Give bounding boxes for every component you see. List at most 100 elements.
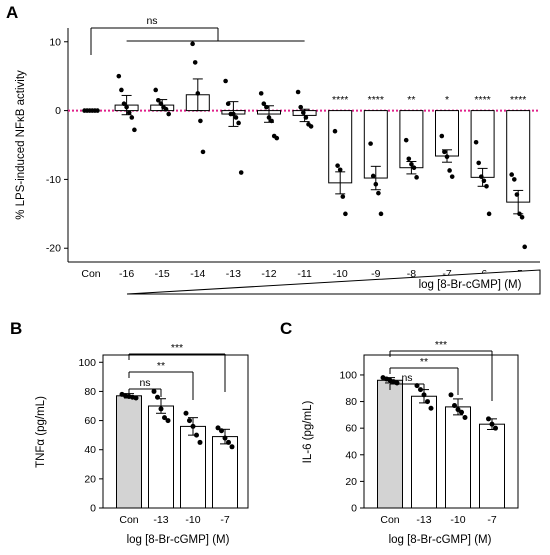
data-point xyxy=(481,178,487,184)
y-tick-label: 80 xyxy=(345,396,357,408)
significance-stars: **** xyxy=(474,94,490,106)
x-axis-title: log [8-Br-cGMP] (M) xyxy=(419,279,522,291)
significance-stars: * xyxy=(445,94,449,106)
y-tick-label: 40 xyxy=(345,449,357,461)
data-point xyxy=(226,439,231,445)
data-point xyxy=(303,115,309,120)
bar xyxy=(148,405,174,509)
bar xyxy=(180,425,206,509)
data-point xyxy=(493,425,498,431)
data-point xyxy=(519,214,525,220)
data-point xyxy=(132,127,137,133)
x-tick-label: -12 xyxy=(261,268,276,280)
data-point xyxy=(394,380,400,386)
data-point xyxy=(337,167,343,173)
data-point xyxy=(194,432,199,438)
x-tick-label: -10 xyxy=(450,514,465,526)
data-point xyxy=(301,110,306,115)
data-point xyxy=(517,211,522,217)
x-tick-label: -10 xyxy=(333,268,348,280)
data-point xyxy=(129,115,135,120)
data-point xyxy=(215,425,221,431)
data-point xyxy=(459,409,464,415)
data-point xyxy=(484,183,489,189)
data-point xyxy=(133,395,139,401)
data-point xyxy=(261,101,267,107)
significance-stars: **** xyxy=(332,94,348,106)
data-point xyxy=(187,418,192,424)
data-point xyxy=(192,60,198,65)
data-point xyxy=(222,435,228,441)
y-axis-title: % LPS-induced NFκB activity xyxy=(15,70,27,220)
data-point xyxy=(223,78,228,84)
data-point xyxy=(442,149,447,155)
panel-letter-b: B xyxy=(10,319,22,338)
data-point xyxy=(509,172,514,177)
data-point xyxy=(514,192,520,197)
data-point xyxy=(119,87,124,93)
x-tick-label: -13 xyxy=(226,268,241,280)
data-point xyxy=(197,439,203,445)
significance-stars: ** xyxy=(407,94,415,106)
data-point xyxy=(373,181,379,187)
data-point xyxy=(411,165,417,171)
x-tick-label: -16 xyxy=(119,268,134,280)
panel-letter-c: C xyxy=(280,319,292,338)
data-point xyxy=(444,154,450,159)
data-point xyxy=(340,194,346,199)
x-axis-title: log [8-Br-cGMP] (M) xyxy=(127,534,230,546)
data-point xyxy=(335,163,340,168)
x-tick-label: -14 xyxy=(190,268,205,280)
x-tick-label: -10 xyxy=(185,514,200,526)
sig-bracket-label: ** xyxy=(157,360,165,372)
y-tick-label: 20 xyxy=(84,473,96,485)
data-point xyxy=(447,168,452,173)
data-point xyxy=(449,174,455,179)
x-tick-label: -8 xyxy=(407,268,416,280)
data-point xyxy=(219,428,224,434)
y-tick-label: 10 xyxy=(49,36,61,48)
y-tick-label: 20 xyxy=(345,476,357,488)
data-point xyxy=(231,111,236,117)
data-point xyxy=(163,106,169,112)
data-point xyxy=(229,444,235,450)
panel-letter-a: A xyxy=(6,3,18,22)
data-point xyxy=(121,101,127,107)
data-point xyxy=(162,415,167,421)
data-point xyxy=(151,388,157,394)
data-point xyxy=(155,394,160,400)
sig-bracket-label: ns xyxy=(139,377,150,389)
concentration-wedge xyxy=(126,269,541,295)
y-tick-label: 60 xyxy=(84,415,96,427)
data-point xyxy=(428,405,434,411)
data-point xyxy=(378,211,384,217)
plot-frame xyxy=(363,354,519,509)
y-tick-label: -20 xyxy=(46,243,61,255)
data-point xyxy=(295,89,301,95)
data-point xyxy=(195,91,201,96)
y-tick-label: 40 xyxy=(84,444,96,456)
bar xyxy=(445,406,471,509)
data-point xyxy=(522,244,527,250)
data-point xyxy=(258,91,264,96)
data-point xyxy=(298,104,304,110)
bar xyxy=(411,395,437,509)
bar xyxy=(377,379,403,509)
x-axis-title: log [8-Br-cGMP] (M) xyxy=(389,534,492,546)
bar xyxy=(479,423,505,509)
x-tick-label: -7 xyxy=(442,268,451,280)
data-point xyxy=(233,115,239,120)
data-point xyxy=(274,135,280,141)
data-point xyxy=(269,118,274,124)
data-point xyxy=(266,115,272,120)
data-point xyxy=(476,160,482,166)
x-tick-label: -13 xyxy=(416,514,431,526)
data-point xyxy=(308,124,314,129)
x-tick-label: -11 xyxy=(297,268,312,280)
data-point xyxy=(124,104,129,110)
plot-frame xyxy=(102,354,249,509)
